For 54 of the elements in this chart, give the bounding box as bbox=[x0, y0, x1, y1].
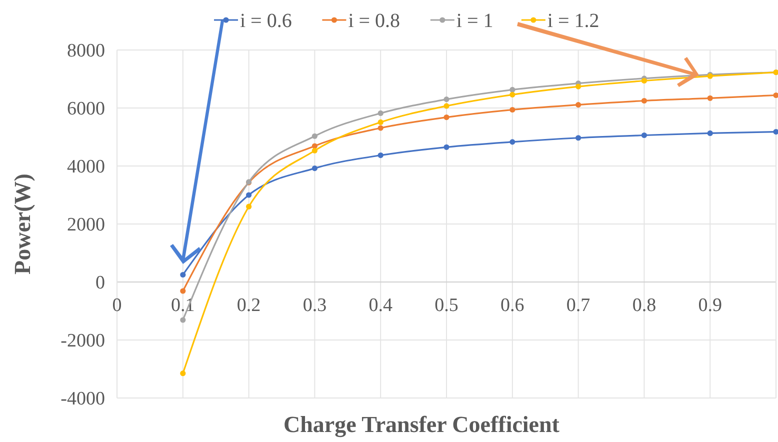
point bbox=[444, 114, 450, 120]
point bbox=[180, 370, 186, 376]
point bbox=[510, 139, 516, 145]
x-tick-label: 0.6 bbox=[500, 295, 524, 316]
point bbox=[312, 148, 318, 154]
y-tick-label: 4000 bbox=[67, 156, 105, 178]
legend-label: i = 0.8 bbox=[348, 10, 400, 32]
point bbox=[246, 204, 252, 210]
point bbox=[510, 106, 516, 113]
y-tick-label: 6000 bbox=[67, 98, 105, 120]
point bbox=[180, 317, 186, 323]
x-tick-label: 0.3 bbox=[302, 295, 327, 316]
point bbox=[641, 78, 647, 84]
y-axis-title: Power(W) bbox=[10, 174, 35, 274]
point bbox=[510, 86, 516, 93]
point bbox=[180, 272, 186, 278]
y-tick-label: -2000 bbox=[60, 330, 105, 352]
legend-label: i = 1.2 bbox=[547, 10, 600, 32]
legend-label: i = 1 bbox=[456, 10, 494, 32]
y-tick-label: 2000 bbox=[67, 214, 105, 236]
point bbox=[444, 144, 450, 150]
point bbox=[378, 125, 384, 131]
point bbox=[707, 130, 713, 136]
point bbox=[707, 95, 713, 101]
x-tick-label: 0.8 bbox=[632, 295, 656, 316]
point bbox=[641, 132, 647, 138]
point bbox=[444, 103, 450, 109]
x-tick-label: 0.9 bbox=[698, 295, 722, 316]
y-tick-label: -4000 bbox=[60, 388, 105, 410]
legend-label: i = 0.6 bbox=[240, 10, 292, 32]
point bbox=[576, 135, 582, 141]
x-tick-label: 0.4 bbox=[368, 295, 393, 316]
point bbox=[312, 166, 318, 172]
point bbox=[773, 92, 778, 98]
x-tick-label: 0 bbox=[112, 295, 122, 316]
x-axis-title: Charge Transfer Coefficient bbox=[284, 412, 560, 438]
point bbox=[180, 288, 186, 294]
point bbox=[510, 92, 516, 98]
x-tick-label: 0.2 bbox=[236, 295, 261, 316]
point bbox=[312, 143, 318, 149]
point bbox=[378, 152, 384, 158]
point bbox=[576, 84, 582, 90]
x-tick-label: 0.5 bbox=[434, 295, 458, 316]
point bbox=[444, 96, 450, 102]
y-tick-label: 8000 bbox=[67, 40, 105, 62]
point bbox=[576, 102, 582, 108]
point bbox=[246, 192, 252, 198]
point bbox=[773, 128, 778, 135]
y-tick-label: 0 bbox=[96, 272, 105, 294]
point bbox=[641, 98, 647, 104]
point bbox=[378, 110, 384, 116]
x-tick-label: 0.7 bbox=[566, 295, 590, 316]
point bbox=[312, 133, 318, 139]
point bbox=[378, 119, 384, 126]
